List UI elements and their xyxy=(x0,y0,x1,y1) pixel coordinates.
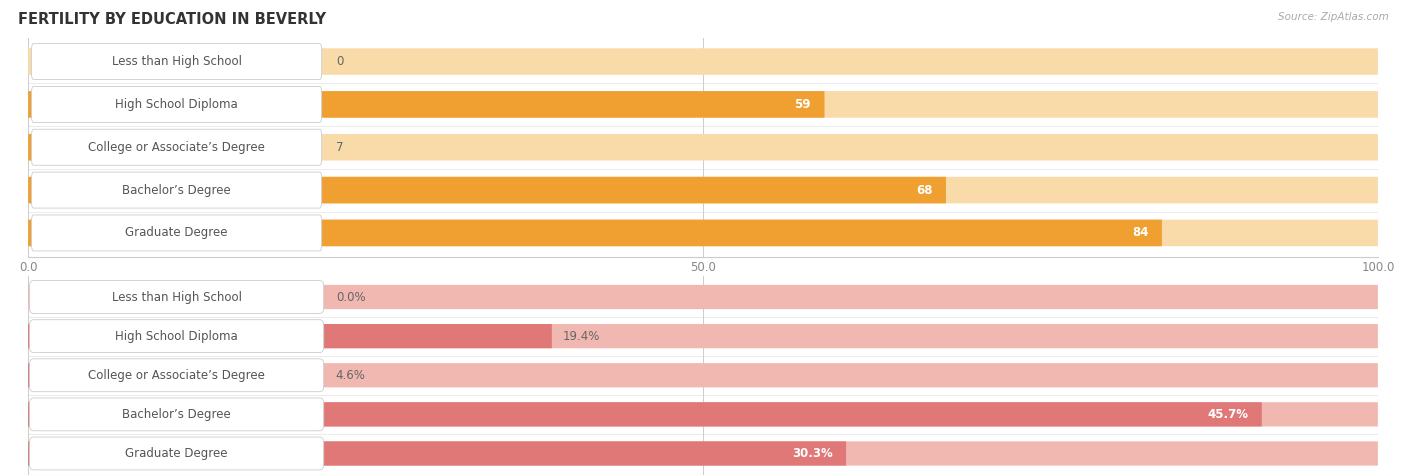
FancyBboxPatch shape xyxy=(31,86,322,123)
FancyBboxPatch shape xyxy=(28,363,1378,388)
FancyBboxPatch shape xyxy=(28,219,1161,246)
Text: Less than High School: Less than High School xyxy=(111,291,242,304)
Text: 0.0%: 0.0% xyxy=(336,291,366,304)
Text: 19.4%: 19.4% xyxy=(562,330,600,342)
Text: 0: 0 xyxy=(336,55,343,68)
Text: 45.7%: 45.7% xyxy=(1208,408,1249,421)
Text: College or Associate’s Degree: College or Associate’s Degree xyxy=(89,369,266,382)
FancyBboxPatch shape xyxy=(28,363,152,388)
Text: 68: 68 xyxy=(915,184,932,197)
FancyBboxPatch shape xyxy=(30,359,323,392)
FancyBboxPatch shape xyxy=(30,437,323,470)
FancyBboxPatch shape xyxy=(31,172,322,208)
FancyBboxPatch shape xyxy=(28,219,1378,246)
Text: 7: 7 xyxy=(336,141,343,154)
FancyBboxPatch shape xyxy=(31,215,322,251)
FancyBboxPatch shape xyxy=(28,402,1261,427)
Text: 59: 59 xyxy=(794,98,811,111)
Text: College or Associate’s Degree: College or Associate’s Degree xyxy=(89,141,266,154)
Text: Source: ZipAtlas.com: Source: ZipAtlas.com xyxy=(1278,12,1389,22)
Text: 4.6%: 4.6% xyxy=(336,369,366,382)
Text: Graduate Degree: Graduate Degree xyxy=(125,447,228,460)
FancyBboxPatch shape xyxy=(28,134,1378,161)
FancyBboxPatch shape xyxy=(30,281,323,314)
FancyBboxPatch shape xyxy=(31,129,322,165)
FancyBboxPatch shape xyxy=(30,398,323,431)
FancyBboxPatch shape xyxy=(28,441,846,466)
FancyBboxPatch shape xyxy=(28,324,1378,348)
Text: 84: 84 xyxy=(1132,227,1149,239)
FancyBboxPatch shape xyxy=(30,320,323,352)
FancyBboxPatch shape xyxy=(28,324,551,348)
FancyBboxPatch shape xyxy=(28,177,1378,203)
FancyBboxPatch shape xyxy=(28,48,1378,75)
FancyBboxPatch shape xyxy=(28,402,1378,427)
FancyBboxPatch shape xyxy=(28,177,946,203)
Text: Less than High School: Less than High School xyxy=(111,55,242,68)
Text: High School Diploma: High School Diploma xyxy=(115,330,238,342)
Text: Bachelor’s Degree: Bachelor’s Degree xyxy=(122,184,231,197)
FancyBboxPatch shape xyxy=(28,134,122,161)
Text: Graduate Degree: Graduate Degree xyxy=(125,227,228,239)
Text: FERTILITY BY EDUCATION IN BEVERLY: FERTILITY BY EDUCATION IN BEVERLY xyxy=(18,12,326,27)
FancyBboxPatch shape xyxy=(28,441,1378,466)
Text: 30.3%: 30.3% xyxy=(792,447,832,460)
FancyBboxPatch shape xyxy=(28,285,1378,309)
FancyBboxPatch shape xyxy=(28,91,824,118)
Text: Bachelor’s Degree: Bachelor’s Degree xyxy=(122,408,231,421)
FancyBboxPatch shape xyxy=(28,91,1378,118)
FancyBboxPatch shape xyxy=(31,44,322,79)
Text: High School Diploma: High School Diploma xyxy=(115,98,238,111)
